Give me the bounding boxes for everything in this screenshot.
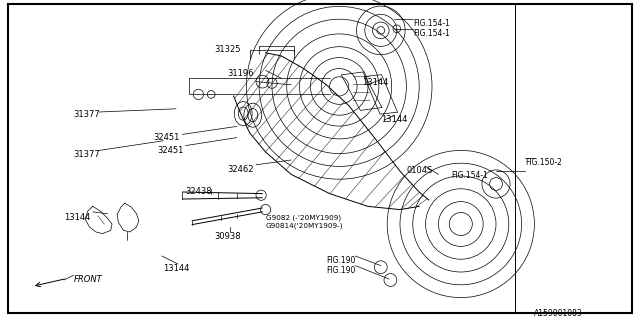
Text: 13144: 13144 xyxy=(64,213,90,222)
Text: A159001083: A159001083 xyxy=(534,309,583,318)
Text: 30938: 30938 xyxy=(214,232,241,241)
Text: 32462: 32462 xyxy=(227,165,253,174)
Text: FIG.190: FIG.190 xyxy=(326,266,356,275)
Text: 13144: 13144 xyxy=(163,264,189,273)
Text: 0104S: 0104S xyxy=(406,166,433,175)
Text: FIG.150-2: FIG.150-2 xyxy=(525,158,562,167)
Text: FIG.154-1: FIG.154-1 xyxy=(413,29,450,38)
Text: 32451: 32451 xyxy=(157,146,183,155)
Text: G9082 (-'20MY1909): G9082 (-'20MY1909) xyxy=(266,214,340,221)
Text: 31196: 31196 xyxy=(227,69,253,78)
Text: 32451: 32451 xyxy=(154,133,180,142)
Text: FIG.154-1: FIG.154-1 xyxy=(451,171,488,180)
Text: 31377: 31377 xyxy=(74,150,100,159)
Text: G90814('20MY1909-): G90814('20MY1909-) xyxy=(266,222,343,229)
Text: FIG.154-1: FIG.154-1 xyxy=(413,19,450,28)
Text: FIG.190: FIG.190 xyxy=(326,256,356,265)
Text: 13144: 13144 xyxy=(362,78,388,87)
Text: FRONT: FRONT xyxy=(74,275,102,284)
Text: 32438: 32438 xyxy=(186,187,212,196)
Text: 13144: 13144 xyxy=(381,115,407,124)
Text: 31377: 31377 xyxy=(74,110,100,119)
Text: 31325: 31325 xyxy=(214,45,241,54)
